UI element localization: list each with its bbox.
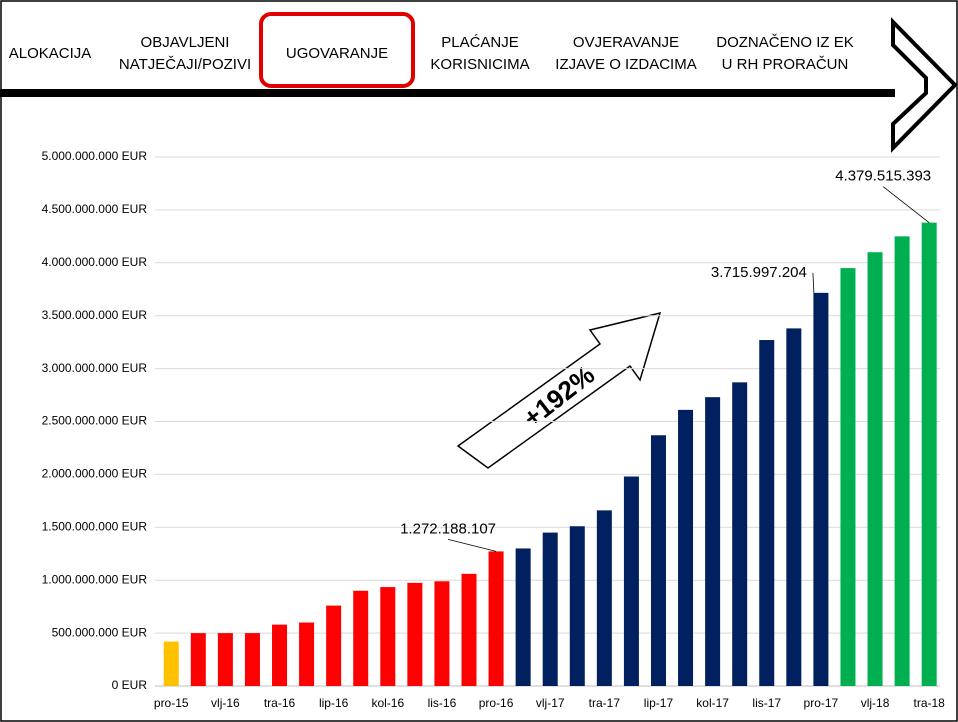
y-tick-label: 0 EUR	[112, 678, 148, 692]
bar	[840, 268, 856, 686]
bar	[596, 510, 612, 686]
y-tick-label: 5.000.000.000 EUR	[42, 149, 148, 163]
step-label: PLAĆANJE	[441, 34, 519, 51]
value-label: 3.715.997.204	[711, 264, 807, 281]
x-tick-label: pro-17	[804, 696, 839, 710]
bar	[921, 222, 937, 686]
x-tick-label: lip-17	[644, 696, 674, 710]
bar	[272, 624, 288, 686]
bar	[867, 252, 883, 686]
process-arrow-line	[0, 89, 895, 97]
step-label: UGOVARANJE	[286, 45, 388, 62]
bar	[217, 633, 233, 686]
step-label: OVJERAVANJE	[573, 34, 679, 51]
y-tick-label: 2.000.000.000 EUR	[42, 467, 148, 481]
x-tick-label: vlj-17	[536, 696, 565, 710]
x-tick-label: lis-17	[752, 696, 781, 710]
growth-arrow	[456, 311, 662, 469]
bar	[732, 382, 748, 686]
bar	[786, 328, 802, 686]
value-label: 1.272.188.107	[400, 520, 496, 537]
y-tick-label: 2.500.000.000 EUR	[42, 414, 148, 428]
step-label: NATJEČAJI/POZIVI	[119, 56, 251, 73]
x-tick-label: lis-16	[428, 696, 457, 710]
bar	[407, 582, 423, 686]
bar	[515, 548, 531, 686]
y-tick-label: 500.000.000 EUR	[52, 625, 148, 639]
y-tick-label: 3.500.000.000 EUR	[42, 308, 148, 322]
bar	[244, 633, 260, 686]
bar	[759, 340, 775, 686]
y-tick-label: 1.000.000.000 EUR	[42, 572, 148, 586]
bar	[434, 581, 450, 686]
bar	[569, 526, 585, 686]
bar	[650, 435, 666, 686]
step-highlight	[259, 12, 415, 88]
bar	[623, 476, 639, 686]
bar	[488, 551, 504, 686]
process-arrow-head	[891, 17, 958, 153]
step-label: U RH PRORAČUN	[722, 56, 849, 73]
step-label: KORISNICIMA	[430, 56, 529, 73]
x-tick-label: tra-18	[913, 696, 945, 710]
x-tick-label: vlj-18	[861, 696, 890, 710]
leader-line	[812, 272, 815, 293]
bar	[461, 573, 477, 686]
step-label: DOZNAČENO IZ EK	[716, 34, 854, 51]
bar	[326, 605, 342, 686]
x-tick-label: tra-17	[589, 696, 621, 710]
y-tick-label: 4.000.000.000 EUR	[42, 255, 148, 269]
bar	[380, 587, 396, 686]
leader-line	[447, 539, 497, 552]
bar	[705, 397, 721, 686]
x-tick-label: pro-16	[479, 696, 514, 710]
y-tick-label: 3.000.000.000 EUR	[42, 361, 148, 375]
x-tick-label: kol-16	[371, 696, 404, 710]
bar	[163, 641, 179, 686]
x-tick-label: pro-15	[154, 696, 189, 710]
bar	[542, 532, 558, 686]
leader-line	[882, 186, 930, 223]
bar	[678, 409, 694, 686]
value-label: 4.379.515.393	[835, 168, 931, 185]
x-tick-label: lip-16	[319, 696, 349, 710]
x-tick-label: tra-16	[264, 696, 296, 710]
step-label: IZJAVE O IZDACIMA	[555, 56, 696, 73]
step-label: ALOKACIJA	[9, 45, 92, 62]
x-tick-label: kol-17	[696, 696, 729, 710]
y-tick-label: 1.500.000.000 EUR	[42, 519, 148, 533]
bar	[353, 590, 369, 686]
bar	[299, 622, 315, 686]
step-label: OBJAVLJENI	[141, 34, 230, 51]
x-tick-label: vlj-16	[211, 696, 240, 710]
bar	[190, 633, 206, 686]
bar	[894, 236, 910, 686]
y-tick-label: 4.500.000.000 EUR	[42, 202, 148, 216]
bar	[813, 292, 829, 686]
